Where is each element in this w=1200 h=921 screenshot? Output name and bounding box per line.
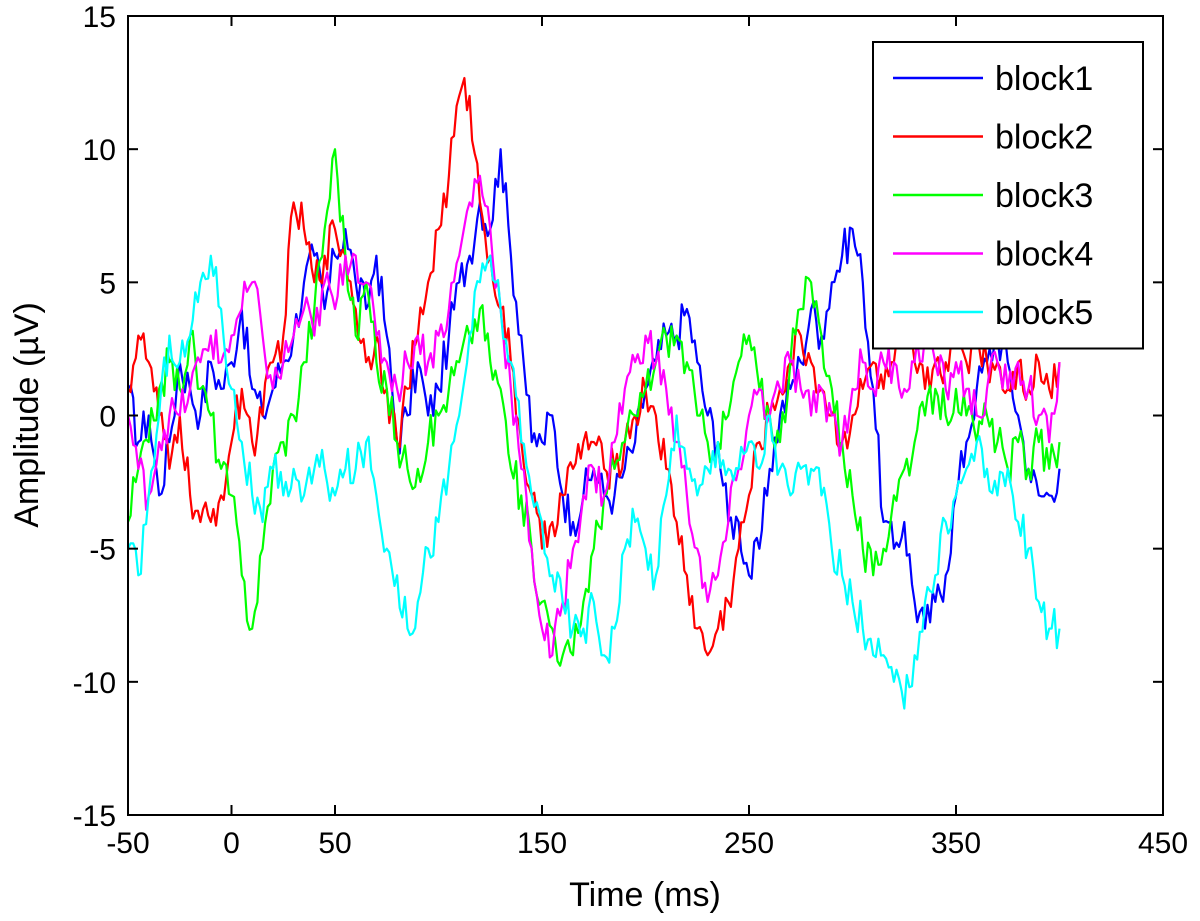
y-tick-label: 15 bbox=[83, 1, 116, 34]
series-line-block5 bbox=[127, 254, 1061, 710]
x-tick-label: -50 bbox=[106, 827, 149, 860]
series-layer bbox=[126, 76, 1061, 710]
legend-label-block5: block5 bbox=[995, 294, 1093, 332]
series-line-block4 bbox=[126, 174, 1061, 659]
legend-label-block3: block3 bbox=[995, 177, 1093, 215]
x-tick-label: 0 bbox=[223, 827, 240, 860]
y-axis-title: Amplitude (µV) bbox=[8, 302, 46, 528]
legend: block1 block2 block3 block4 block5 bbox=[872, 41, 1144, 350]
x-tick-label: 150 bbox=[517, 827, 567, 860]
y-tick-label: 10 bbox=[83, 134, 116, 167]
x-tick-label: 350 bbox=[931, 827, 981, 860]
y-tick-label: -10 bbox=[73, 667, 116, 700]
y-tick-label: 0 bbox=[99, 401, 116, 434]
y-tick-label: -5 bbox=[89, 534, 116, 567]
legend-label-block1: block1 bbox=[995, 60, 1093, 98]
x-tick-label: 50 bbox=[318, 827, 351, 860]
x-tick-label: 250 bbox=[724, 827, 774, 860]
series-line-block3 bbox=[126, 148, 1061, 667]
y-tick-label: 5 bbox=[99, 267, 116, 300]
legend-label-block4: block4 bbox=[995, 236, 1093, 274]
y-tick-label: -15 bbox=[73, 800, 116, 833]
legend-label-block2: block2 bbox=[995, 119, 1093, 157]
x-axis-title: Time (ms) bbox=[569, 876, 721, 914]
x-tick-label: 450 bbox=[1138, 827, 1188, 860]
